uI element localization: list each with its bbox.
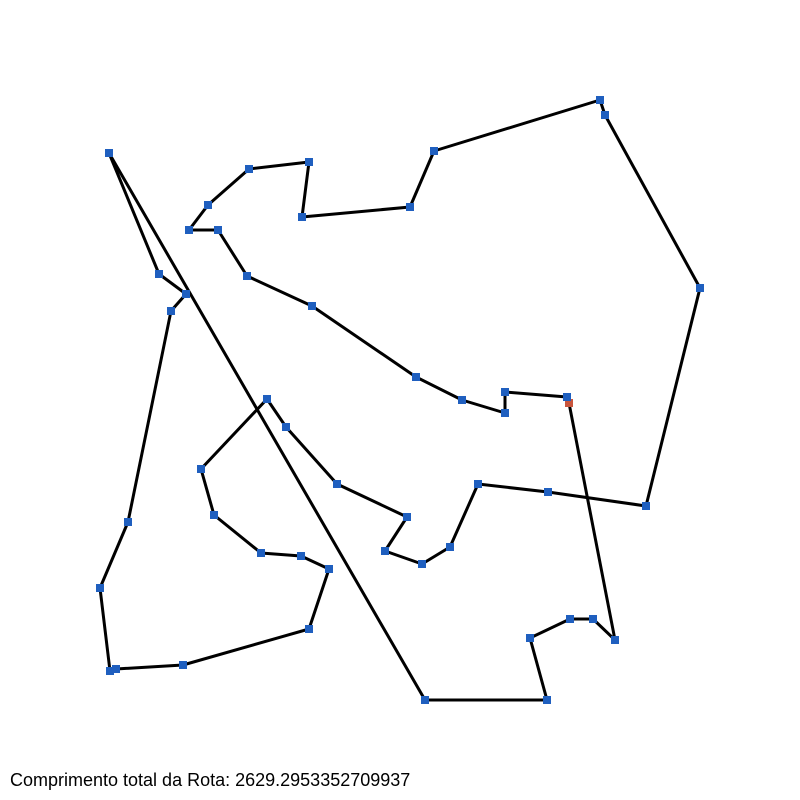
city-point [245, 165, 253, 173]
route-segment [383, 515, 409, 553]
city-point [263, 395, 271, 403]
route-segment [107, 151, 427, 702]
city-point [642, 502, 650, 510]
route-segment [567, 401, 617, 642]
route-segment [199, 397, 269, 471]
city-point [282, 423, 290, 431]
city-point [167, 307, 175, 315]
city-point [412, 373, 420, 381]
route-segment [181, 627, 311, 667]
city-point [197, 465, 205, 473]
city-point [696, 284, 704, 292]
route-segment [310, 304, 418, 379]
city-point [611, 636, 619, 644]
route-segment [199, 467, 216, 517]
city-point [182, 290, 190, 298]
city-point [96, 584, 104, 592]
route-segment [284, 425, 339, 486]
route-segment [212, 513, 263, 555]
city-point [333, 480, 341, 488]
city-point [185, 226, 193, 234]
route-segment [603, 113, 702, 290]
city-point [563, 393, 571, 401]
city-point [589, 615, 597, 623]
city-point [112, 665, 120, 673]
city-point [155, 270, 163, 278]
route-length-label: Comprimento total da Rota: 2629.29533527… [10, 770, 411, 790]
city-point [474, 480, 482, 488]
start-city-point [565, 399, 573, 407]
city-point [566, 615, 574, 623]
city-point [243, 272, 251, 280]
route-segment [187, 203, 210, 232]
city-point [544, 488, 552, 496]
route-segment [126, 309, 173, 524]
route-segment [265, 397, 288, 429]
city-point [204, 201, 212, 209]
route-segment [299, 554, 331, 571]
city-point [596, 96, 604, 104]
city-point [305, 625, 313, 633]
route-segment [408, 149, 436, 209]
city-point [179, 661, 187, 669]
city-point [214, 226, 222, 234]
city-point [406, 203, 414, 211]
route-segment [503, 390, 569, 399]
city-point [501, 409, 509, 417]
city-point [325, 565, 333, 573]
city-point [458, 396, 466, 404]
city-point [526, 634, 534, 642]
city-point [543, 696, 551, 704]
route-segment [335, 482, 409, 519]
city-point [403, 513, 411, 521]
route-segment [414, 375, 464, 402]
city-point [381, 547, 389, 555]
city-point [421, 696, 429, 704]
route-segment [98, 520, 130, 590]
route-segment [300, 205, 412, 219]
city-point [106, 667, 114, 675]
city-point [430, 147, 438, 155]
city-point [124, 518, 132, 526]
route-segment [300, 160, 311, 219]
route-segment [157, 272, 188, 296]
route-segment [644, 286, 702, 508]
route-segment [114, 663, 185, 671]
route-segment [432, 98, 602, 153]
route-segment [216, 228, 249, 278]
route-segment [247, 160, 311, 171]
city-point [446, 543, 454, 551]
route-segment [245, 274, 314, 308]
city-point [298, 213, 306, 221]
route-segment [206, 167, 251, 207]
city-point [418, 560, 426, 568]
route-segment [383, 549, 424, 566]
route-segment [448, 482, 480, 549]
city-point [105, 149, 113, 157]
route-segment [460, 398, 507, 415]
route-segment [420, 545, 452, 566]
city-point [305, 158, 313, 166]
route-segment [259, 551, 303, 558]
route-segment [307, 567, 331, 631]
city-point [257, 549, 265, 557]
city-point [308, 302, 316, 310]
route-points [96, 96, 704, 704]
city-point [297, 552, 305, 560]
city-point [501, 388, 509, 396]
route-lines [98, 98, 702, 702]
city-point [601, 111, 609, 119]
route-segment [546, 490, 648, 508]
route-segment [476, 482, 550, 494]
route-segment [528, 636, 549, 702]
route-segment [98, 586, 112, 673]
route-segment [107, 151, 161, 276]
route-segment [528, 617, 572, 640]
city-point [210, 511, 218, 519]
